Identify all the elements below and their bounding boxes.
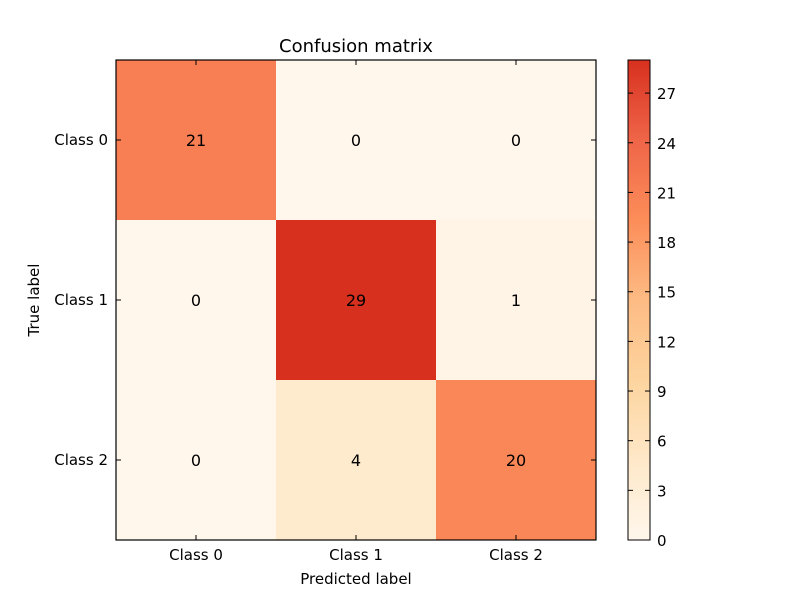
heatmap-cell — [116, 60, 276, 220]
cell-value-label: 21 — [186, 131, 206, 150]
cell-value-label: 0 — [191, 451, 201, 470]
y-axis-label: True label — [25, 264, 43, 338]
heatmap-cells — [116, 60, 596, 540]
heatmap-cell — [276, 380, 436, 540]
y-tick-label: Class 1 — [54, 291, 108, 309]
cell-value-label: 20 — [506, 451, 526, 470]
cell-value-label: 0 — [511, 131, 521, 150]
colorbar-tick-label: 21 — [657, 184, 676, 202]
colorbar-tick-label: 12 — [657, 333, 676, 351]
cell-value-label: 0 — [351, 131, 361, 150]
heatmap-cell — [436, 380, 596, 540]
heatmap-cell — [276, 220, 436, 380]
cell-value-label: 0 — [191, 291, 201, 310]
x-axis-label: Predicted label — [300, 570, 411, 588]
heatmap-cell — [436, 220, 596, 380]
cell-value-label: 29 — [346, 291, 366, 310]
x-tick-label: Class 2 — [489, 546, 543, 564]
heatmap-cell — [436, 60, 596, 220]
colorbar-tick-label: 6 — [657, 433, 667, 451]
colorbar — [627, 59, 651, 541]
y-tick-labels: Class 0 Class 1 Class 2 — [54, 131, 108, 469]
colorbar-tick-label: 3 — [657, 482, 667, 500]
x-tick-label: Class 0 — [169, 546, 223, 564]
colorbar-ticks: 0 3 6 9 12 15 18 21 24 27 — [628, 85, 676, 550]
axis-ticks — [116, 60, 596, 540]
heatmap-cell — [116, 220, 276, 380]
heatmap-cell — [116, 380, 276, 540]
y-tick-label: Class 2 — [54, 451, 108, 469]
x-tick-label: Class 1 — [329, 546, 383, 564]
y-tick-label: Class 0 — [54, 131, 108, 149]
heatmap-cell — [276, 60, 436, 220]
cell-value-label: 1 — [511, 291, 521, 310]
colorbar-tick-label: 9 — [657, 383, 667, 401]
cell-value-labels: 21 0 0 0 29 1 0 4 20 — [186, 131, 526, 470]
chart-title: Confusion matrix — [279, 36, 433, 57]
colorbar-tick-label: 27 — [657, 85, 676, 103]
colorbar-tick-label: 24 — [657, 135, 676, 153]
colorbar-tick-label: 15 — [657, 284, 676, 302]
colorbar-tick-label: 0 — [657, 532, 667, 550]
colorbar-tick-label: 18 — [657, 234, 676, 252]
x-tick-labels: Class 0 Class 1 Class 2 — [169, 546, 543, 564]
cell-value-label: 4 — [351, 451, 361, 470]
